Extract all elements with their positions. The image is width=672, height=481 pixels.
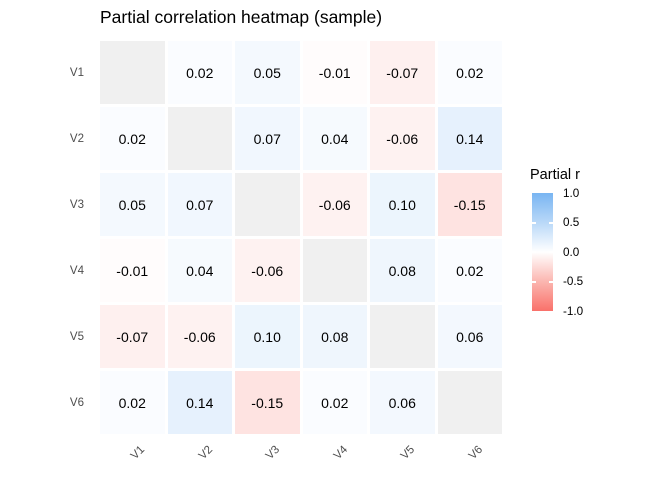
heatmap-cell: 0.08 (370, 239, 435, 302)
heatmap-cell (235, 173, 300, 236)
heatmap-cell: 0.14 (167, 371, 232, 434)
heatmap-cell: 0.07 (167, 173, 232, 236)
heatmap-cell: -0.07 (100, 305, 165, 368)
chart-title: Partial correlation heatmap (sample) (100, 7, 383, 27)
heatmap-cell: 0.04 (302, 107, 367, 170)
heatmap-cell: -0.07 (370, 41, 435, 104)
heatmap-cell: -0.06 (167, 305, 232, 368)
legend-tick-label: 1.0 (563, 186, 580, 200)
legend-tick-label: 0.0 (563, 245, 580, 259)
y-axis-label: V4 (69, 265, 84, 277)
heatmap-cell: 0.14 (437, 107, 502, 170)
heatmap-cell: 0.02 (167, 41, 232, 104)
colorbar-tick (549, 222, 553, 224)
legend-tick-label: -0.5 (563, 275, 584, 288)
legend-title: Partial r (530, 167, 580, 183)
heatmap-cell: 0.06 (370, 371, 435, 434)
heatmap-cell: -0.01 (302, 41, 367, 104)
heatmap-cell: 0.07 (235, 107, 300, 170)
heatmap-panel: 0.02 0.05 -0.01 -0.07 0.02 0.02 0.07 0.04 -0.06 0… (100, 41, 502, 434)
heatmap-cell (302, 239, 367, 302)
heatmap-cell: -0.06 (302, 173, 367, 236)
heatmap-cell: 0.05 (235, 41, 300, 104)
y-axis-label: V2 (69, 133, 84, 145)
colorbar-tick (532, 251, 536, 253)
heatmap-cell: 0.02 (100, 371, 165, 434)
x-axis-label: V1 (129, 443, 148, 463)
heatmap-cell: 0.04 (167, 239, 232, 302)
y-axis-label: V1 (69, 67, 84, 79)
heatmap-cell: 0.02 (437, 41, 502, 104)
x-axis-label: V2 (196, 443, 215, 463)
y-axis-label: V5 (69, 331, 84, 343)
heatmap-cell: -0.01 (100, 239, 165, 302)
y-axis-label: V3 (69, 199, 84, 211)
colorbar-tick (549, 251, 553, 253)
heatmap-cell (370, 305, 435, 368)
colorbar-tick (532, 222, 536, 224)
x-axis-label: V5 (399, 443, 418, 463)
colorbar-tick (532, 281, 536, 283)
heatmap-cell: 0.10 (370, 173, 435, 236)
heatmap-cell: 0.08 (302, 305, 367, 368)
heatmap-cell: -0.06 (235, 239, 300, 302)
y-axis-label: V6 (69, 397, 84, 409)
heatmap-cell: 0.05 (100, 173, 165, 236)
heatmap-cell: -0.15 (437, 173, 502, 236)
x-axis-label: V4 (331, 443, 350, 463)
heatmap-cell: 0.06 (437, 305, 502, 368)
heatmap-cell: 0.02 (437, 239, 502, 302)
legend-tick-label: 0.5 (563, 216, 580, 229)
heatmap-cell: -0.15 (235, 371, 300, 434)
heatmap-cell (167, 107, 232, 170)
x-axis-label: V6 (466, 443, 485, 463)
heatmap-cell (100, 41, 165, 104)
heatmap-cell: -0.06 (370, 107, 435, 170)
heatmap-cell: 0.02 (302, 371, 367, 434)
x-axis-label: V3 (264, 443, 283, 463)
legend-colorbar (532, 193, 553, 311)
colorbar-tick (549, 281, 553, 283)
heatmap-cell (437, 371, 502, 434)
legend-tick-label: -1.0 (563, 304, 584, 318)
heatmap-cell: 0.10 (235, 305, 300, 368)
heatmap-cell: 0.02 (100, 107, 165, 170)
